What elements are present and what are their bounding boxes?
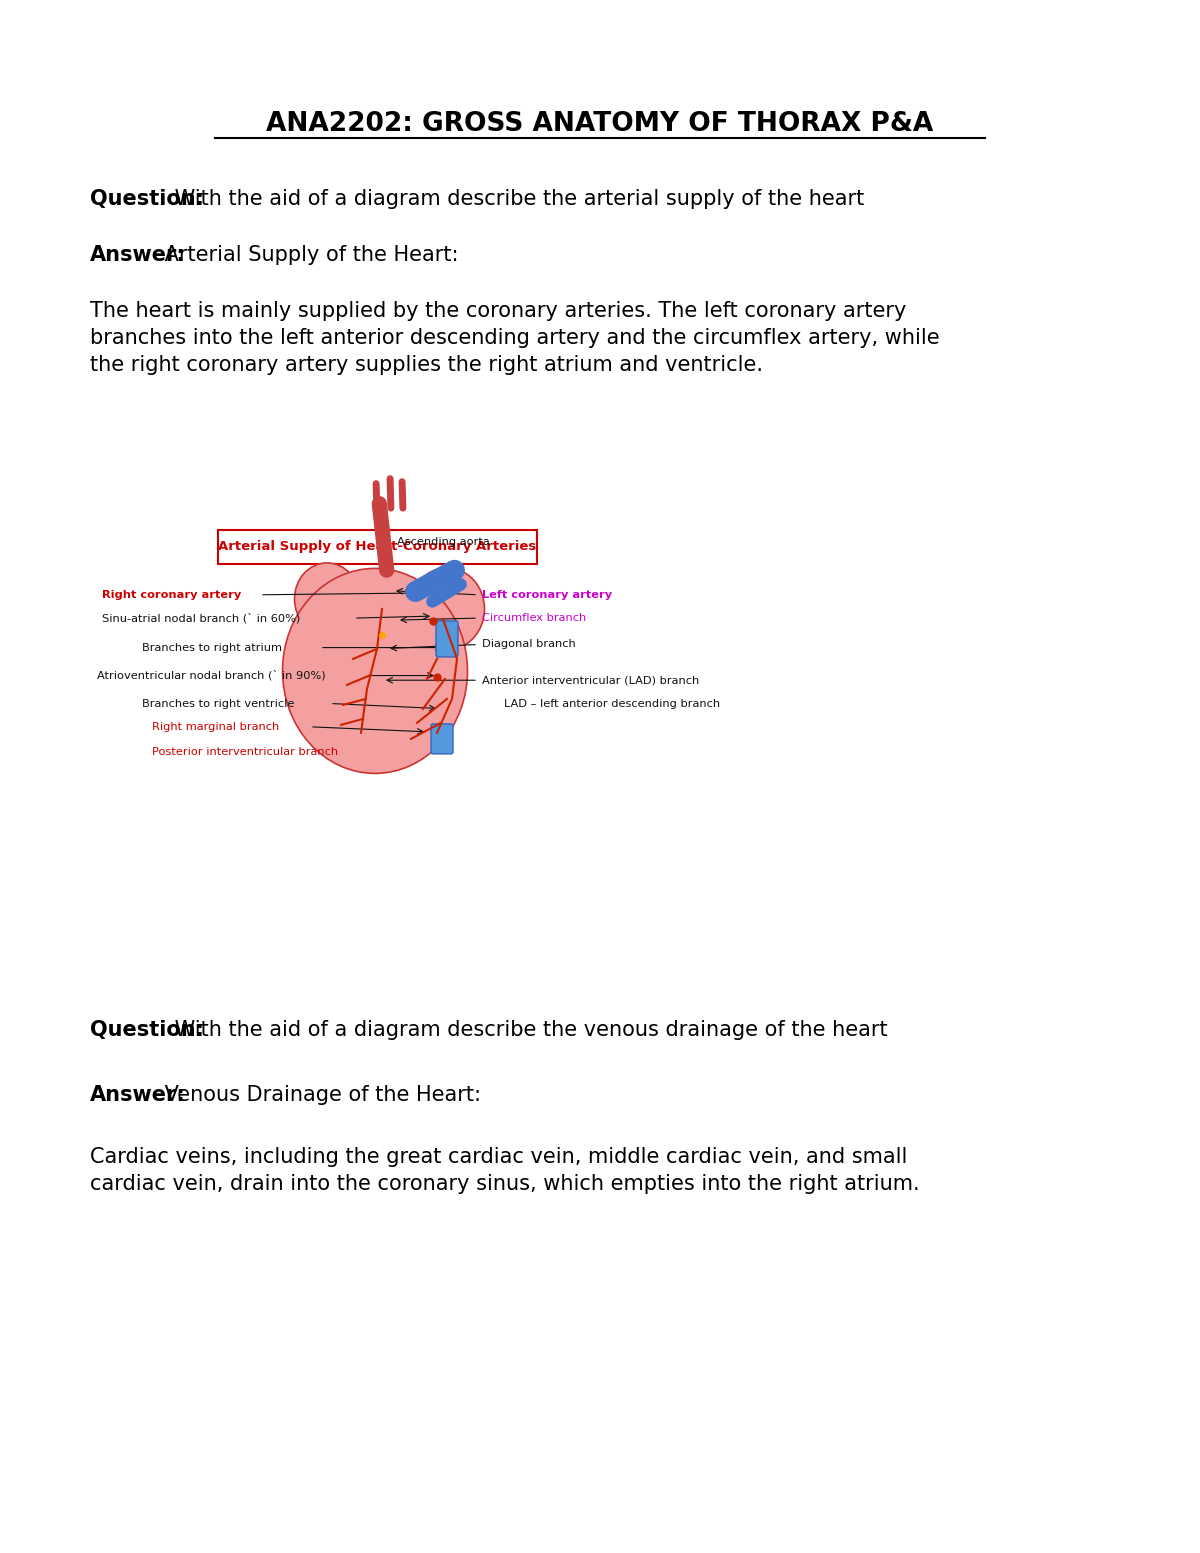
Text: Question:: Question: bbox=[90, 189, 204, 208]
Text: Arterial Supply of Heart-Coronary Arteries: Arterial Supply of Heart-Coronary Arteri… bbox=[218, 540, 536, 553]
Text: Right marginal branch: Right marginal branch bbox=[152, 722, 280, 731]
Text: With the aid of a diagram describe the venous drainage of the heart: With the aid of a diagram describe the v… bbox=[168, 1020, 888, 1039]
Text: Left coronary artery: Left coronary artery bbox=[482, 590, 612, 599]
Text: cardiac vein, drain into the coronary sinus, which empties into the right atrium: cardiac vein, drain into the coronary si… bbox=[90, 1174, 919, 1194]
Text: ANA2202: GROSS ANATOMY OF THORAX P&A: ANA2202: GROSS ANATOMY OF THORAX P&A bbox=[266, 112, 934, 137]
FancyBboxPatch shape bbox=[431, 724, 454, 753]
Text: branches into the left anterior descending artery and the circumflex artery, whi: branches into the left anterior descendi… bbox=[90, 328, 940, 348]
Ellipse shape bbox=[294, 562, 360, 635]
Text: Diagonal branch: Diagonal branch bbox=[482, 640, 576, 649]
Ellipse shape bbox=[282, 568, 468, 773]
Text: Branches to right ventricle: Branches to right ventricle bbox=[142, 699, 294, 708]
Text: Arterial Supply of the Heart:: Arterial Supply of the Heart: bbox=[158, 245, 458, 264]
Text: the right coronary artery supplies the right atrium and ventricle.: the right coronary artery supplies the r… bbox=[90, 354, 763, 374]
Text: LAD – left anterior descending branch: LAD – left anterior descending branch bbox=[504, 699, 720, 708]
FancyBboxPatch shape bbox=[218, 530, 538, 564]
Text: Circumflex branch: Circumflex branch bbox=[482, 613, 587, 623]
Text: Posterior interventricular branch: Posterior interventricular branch bbox=[152, 747, 338, 756]
Text: Question:: Question: bbox=[90, 1020, 204, 1039]
Text: Cardiac veins, including the great cardiac vein, middle cardiac vein, and small: Cardiac veins, including the great cardi… bbox=[90, 1148, 907, 1166]
FancyArrowPatch shape bbox=[415, 570, 455, 592]
Text: Branches to right atrium: Branches to right atrium bbox=[142, 643, 282, 652]
Text: Sinu-atrial nodal branch (` in 60%): Sinu-atrial nodal branch (` in 60%) bbox=[102, 613, 300, 623]
Text: With the aid of a diagram describe the arterial supply of the heart: With the aid of a diagram describe the a… bbox=[168, 189, 864, 208]
FancyBboxPatch shape bbox=[436, 621, 458, 657]
FancyArrowPatch shape bbox=[379, 503, 386, 570]
FancyArrowPatch shape bbox=[432, 584, 461, 601]
Ellipse shape bbox=[409, 568, 485, 649]
Text: Right coronary artery: Right coronary artery bbox=[102, 590, 241, 599]
Text: Anterior interventricular (LAD) branch: Anterior interventricular (LAD) branch bbox=[482, 676, 700, 685]
Text: Answer:: Answer: bbox=[90, 245, 186, 264]
Text: The heart is mainly supplied by the coronary arteries. The left coronary artery: The heart is mainly supplied by the coro… bbox=[90, 301, 906, 320]
Text: Ascending aorta: Ascending aorta bbox=[397, 537, 490, 547]
Text: Answer:: Answer: bbox=[90, 1086, 186, 1104]
Text: Venous Drainage of the Heart:: Venous Drainage of the Heart: bbox=[158, 1086, 481, 1104]
Text: Atrioventricular nodal branch (` in 90%): Atrioventricular nodal branch (` in 90%) bbox=[97, 671, 325, 680]
